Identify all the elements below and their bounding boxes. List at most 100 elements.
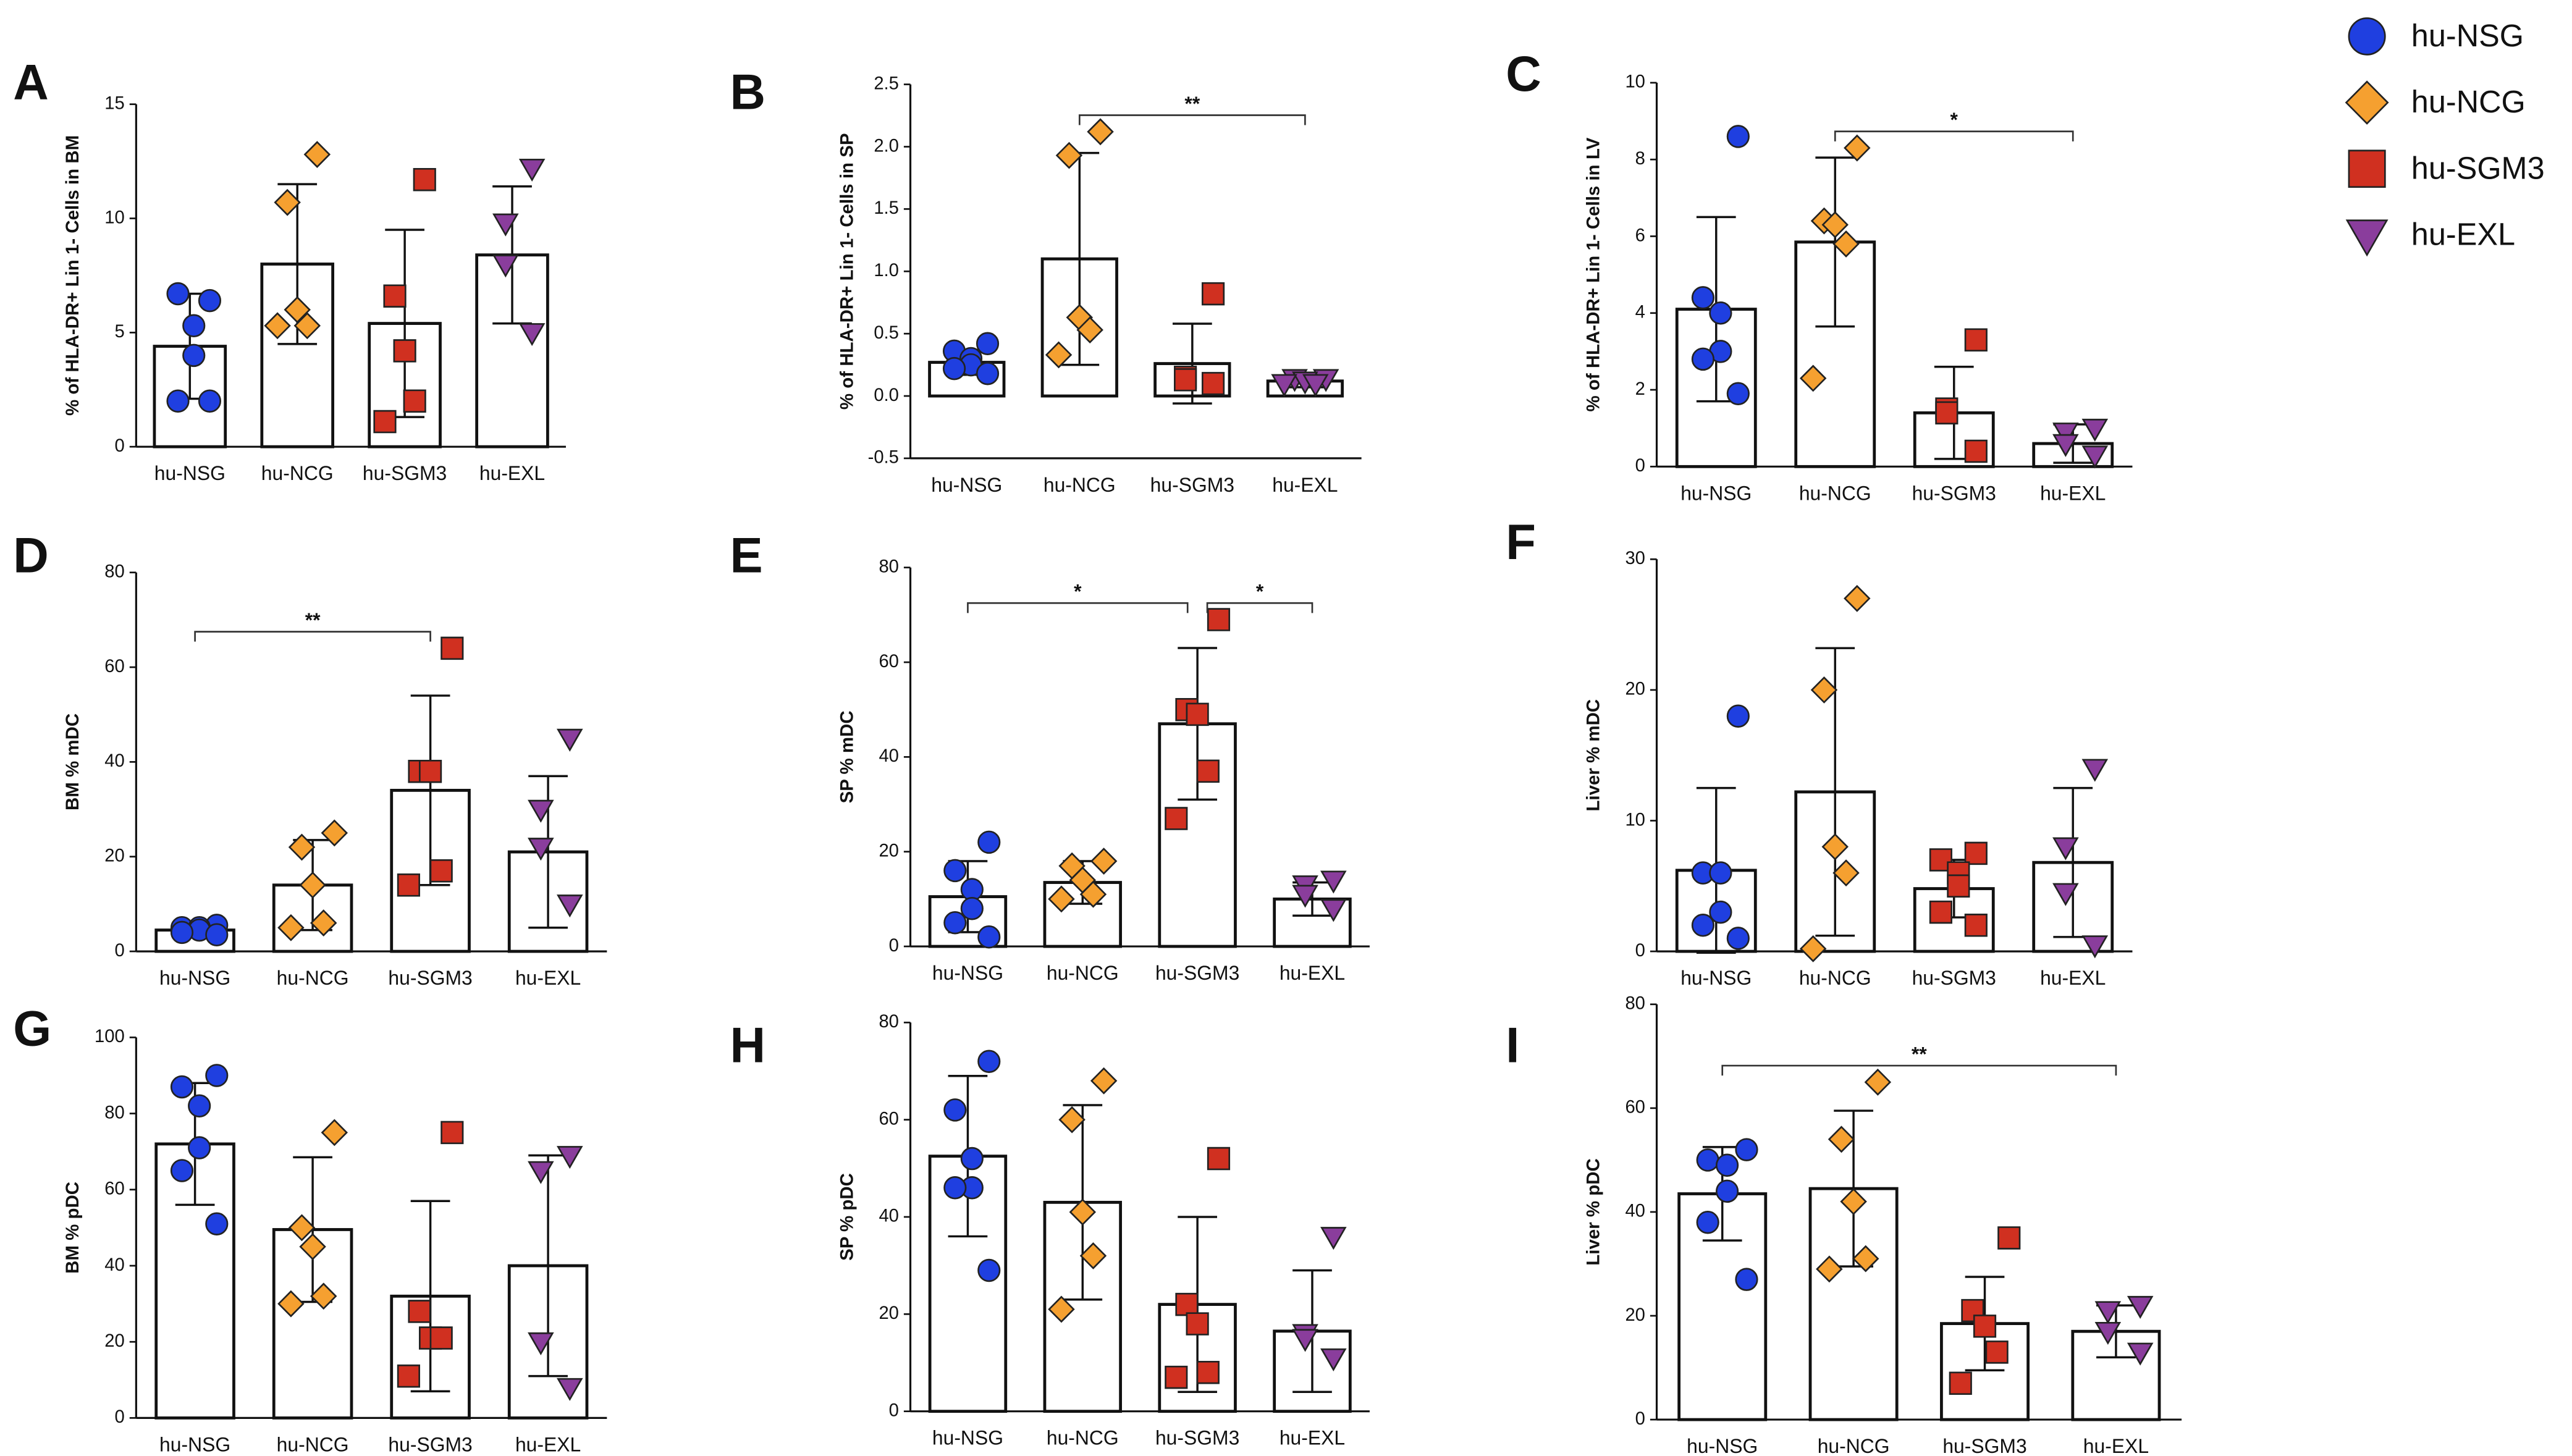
point [943, 1176, 967, 1200]
point [1691, 347, 1715, 371]
x-tick-label: hu-NSG [1687, 1435, 1758, 1456]
point [492, 255, 519, 278]
legend-label: hu-NCG [2411, 84, 2526, 119]
point [1828, 1126, 1855, 1153]
y-axis-label: BM % pDC [62, 1182, 83, 1274]
y-axis-label: SP % mDC [837, 710, 857, 803]
point [977, 1050, 1001, 1073]
y-tick-label: 20 [879, 1303, 898, 1323]
point [2052, 883, 2079, 906]
x-tick-label: hu-SGM3 [1155, 962, 1239, 984]
point [1929, 900, 1952, 924]
x-tick-label: hu-NCG [1044, 474, 1116, 496]
point [1696, 1148, 1719, 1172]
point [1045, 341, 1073, 369]
point [188, 1136, 211, 1159]
point [277, 1290, 305, 1318]
y-tick-label: 6 [1635, 225, 1645, 245]
x-tick-label: hu-SGM3 [1155, 1427, 1239, 1449]
y-tick-label: 15 [104, 93, 124, 113]
point [1196, 759, 1220, 783]
point [397, 873, 420, 897]
point [1821, 211, 1849, 238]
point [1709, 900, 1732, 924]
y-axis-label: Liver % pDC [1583, 1158, 1603, 1266]
point [288, 1214, 316, 1242]
y-tick-label: 60 [879, 1108, 898, 1129]
y-axis-label: Liver % mDC [1583, 699, 1603, 812]
y-tick-label: 0 [115, 940, 125, 961]
point [976, 361, 1000, 385]
point [1320, 1348, 1347, 1371]
y-axis-label: BM % mDC [62, 713, 83, 810]
point [1726, 927, 1750, 950]
point [1207, 608, 1231, 631]
y-tick-label: 100 [95, 1026, 125, 1046]
x-tick-label: hu-NCG [277, 1433, 349, 1455]
point [1799, 364, 1827, 392]
point [976, 332, 1000, 356]
point [2127, 1295, 2154, 1319]
point [182, 314, 206, 338]
point [1947, 874, 1970, 898]
point [2345, 80, 2389, 125]
point [1186, 702, 1209, 726]
point [1973, 1315, 1997, 1338]
point [408, 1300, 431, 1323]
panel-label: E [730, 528, 762, 583]
x-tick-label: hu-EXL [2040, 967, 2106, 989]
y-tick-label: -0.5 [868, 447, 899, 468]
x-tick-label: hu-NSG [154, 462, 226, 484]
y-tick-label: 40 [879, 746, 898, 766]
point [960, 1147, 984, 1171]
point [943, 859, 967, 883]
point [2345, 219, 2389, 257]
y-tick-label: 20 [1625, 1305, 1645, 1325]
y-axis-label: % of HLA-DR+ Lin 1- Cells in LV [1583, 137, 1603, 411]
point [518, 158, 546, 182]
significance-label: * [1074, 581, 1082, 603]
point [1832, 859, 1860, 887]
significance-bracket [194, 631, 431, 642]
point [1048, 1295, 1075, 1323]
y-tick-label: 5 [115, 321, 125, 342]
point [2348, 17, 2386, 56]
x-tick-label: hu-NSG [1680, 967, 1752, 989]
point [321, 819, 348, 847]
point [393, 339, 416, 363]
point [1696, 1210, 1719, 1234]
point [1816, 1255, 1843, 1283]
point [1320, 870, 1347, 894]
point [518, 323, 546, 347]
point [321, 1119, 348, 1147]
point [1726, 382, 1750, 405]
point [1964, 841, 1988, 865]
panel-label: F [1506, 515, 1536, 570]
y-tick-label: 0 [115, 436, 125, 456]
point [1726, 704, 1750, 728]
point [274, 188, 301, 216]
point [288, 833, 316, 861]
x-tick-label: hu-NCG [1799, 967, 1871, 989]
point [2094, 1301, 2122, 1324]
y-tick-label: 80 [879, 1011, 898, 1032]
y-tick-label: 20 [1625, 679, 1645, 699]
panel-label: I [1506, 1017, 1519, 1072]
x-tick-label: hu-NCG [261, 462, 334, 484]
point [528, 799, 554, 823]
point [557, 728, 583, 752]
y-tick-label: 80 [104, 1102, 124, 1122]
point [1997, 1226, 2021, 1250]
point [310, 909, 337, 936]
point [2081, 418, 2109, 442]
y-tick-label: 20 [104, 845, 124, 865]
point [205, 923, 229, 946]
significance-label: ** [1184, 93, 1200, 115]
point [1964, 328, 1988, 352]
point [1058, 1106, 1086, 1134]
panel-label: B [730, 64, 765, 119]
point [557, 1146, 583, 1169]
point [419, 759, 442, 783]
legend-label: hu-EXL [2411, 216, 2515, 251]
